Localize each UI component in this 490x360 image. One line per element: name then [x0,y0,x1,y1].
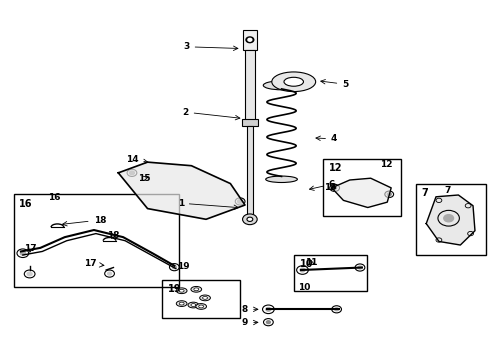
Text: 17: 17 [84,260,104,269]
Circle shape [333,186,337,189]
Ellipse shape [191,303,196,306]
Text: 12: 12 [380,160,392,169]
Ellipse shape [176,288,187,294]
Text: 7: 7 [444,185,451,194]
Text: 19: 19 [168,284,181,294]
Text: 18: 18 [63,216,106,226]
Text: 4: 4 [316,134,337,143]
Bar [242,119,258,126]
Text: 5: 5 [321,80,348,89]
Text: 3: 3 [183,42,238,51]
Ellipse shape [266,176,297,183]
Ellipse shape [272,72,316,91]
Ellipse shape [200,295,210,301]
Circle shape [129,171,134,175]
Ellipse shape [194,288,199,291]
Ellipse shape [284,77,303,86]
Text: 19: 19 [177,262,190,271]
Polygon shape [332,178,391,207]
Text: 7: 7 [421,188,428,198]
Text: 8: 8 [242,305,258,314]
Circle shape [246,37,254,42]
Circle shape [247,217,253,221]
Text: 13: 13 [324,183,337,192]
Ellipse shape [263,81,300,90]
Text: 17: 17 [24,244,37,253]
Polygon shape [118,162,245,219]
Circle shape [266,307,271,311]
Ellipse shape [179,302,184,305]
Bar [162,280,240,318]
Circle shape [335,308,339,311]
Text: 1: 1 [177,199,238,210]
Circle shape [21,251,25,255]
Ellipse shape [179,289,184,292]
Circle shape [238,200,243,203]
Text: 16: 16 [48,193,60,202]
Bar [323,158,401,216]
Text: 6: 6 [310,180,335,190]
Text: 14: 14 [125,155,148,164]
Circle shape [444,215,454,222]
Bar [294,255,367,291]
Text: 10: 10 [298,283,311,292]
Circle shape [243,214,257,225]
Ellipse shape [191,287,202,292]
Ellipse shape [199,305,203,308]
Text: 15: 15 [138,174,150,183]
Circle shape [248,39,252,41]
Text: 9: 9 [242,318,258,327]
Circle shape [27,272,32,276]
Text: 12: 12 [329,163,343,173]
Text: 16: 16 [20,199,33,208]
Circle shape [267,321,270,324]
Circle shape [387,193,391,196]
Circle shape [108,272,112,275]
Bar [243,30,257,50]
Circle shape [300,268,305,272]
Text: 10: 10 [299,259,313,269]
Polygon shape [426,195,475,245]
Bar [245,50,255,123]
Ellipse shape [176,301,187,306]
Bar [416,184,486,255]
Ellipse shape [196,303,206,309]
Circle shape [358,266,362,269]
Ellipse shape [202,296,207,299]
Circle shape [172,266,176,269]
Text: 18: 18 [107,231,120,240]
Text: 11: 11 [305,258,318,267]
Bar [247,126,253,219]
Bar [14,194,179,287]
Ellipse shape [188,302,199,308]
Text: 2: 2 [182,108,240,120]
